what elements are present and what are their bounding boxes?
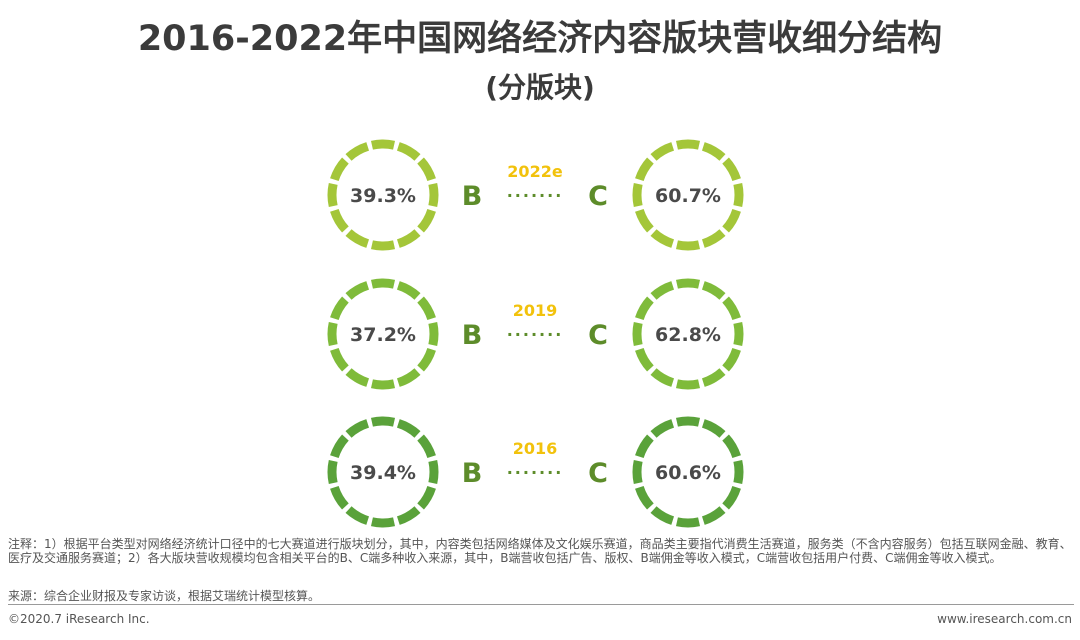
year-label: 2016	[513, 439, 558, 458]
ring-2016-c-segment	[675, 517, 701, 528]
ring-2022e-b-segment	[327, 182, 338, 208]
connector-dots: ·······	[507, 325, 564, 344]
ring-2022e-b-segment	[396, 229, 421, 248]
chart-area: 39.3% 60.7% B C ······· 2022e 37.2% 62.8% B C ····…	[327, 139, 744, 528]
ring-2022e-c-segment	[701, 229, 726, 248]
ring-2016-c-segment	[722, 485, 741, 510]
footer-divider	[8, 604, 1074, 605]
ring-2022e-c-segment	[722, 157, 741, 182]
ring-2019-b-segment	[396, 368, 421, 387]
ring-2019-c-segment	[675, 379, 701, 390]
ring-2016-c-segment	[635, 485, 654, 510]
ring-2022e-c-segment	[632, 182, 643, 208]
ring-2022e-b-segment	[330, 157, 349, 182]
ring-2016-b-segment	[330, 434, 349, 459]
category-label-b: B	[462, 458, 483, 489]
ring-2022e-c-segment	[635, 157, 654, 182]
ring-2016-c-value-label: 60.6%	[655, 462, 721, 484]
ring-2019-b-segment	[327, 321, 338, 347]
ring-2019-c-segment	[632, 321, 643, 347]
ring-2019-c-segment	[675, 278, 701, 289]
ring-2022e-c-segment	[675, 139, 701, 150]
ring-2019-b-segment	[417, 347, 436, 372]
ring-2022e-b-segment	[396, 142, 421, 161]
ring-2019-b-segment	[396, 281, 421, 300]
category-label-b: B	[462, 320, 483, 351]
ring-2016-c-segment	[722, 434, 741, 459]
copyright-text: ©2020.7 iResearch Inc.	[8, 612, 150, 626]
page-subtitle: (分版块)	[485, 71, 595, 104]
connector-dots: ·······	[507, 463, 564, 482]
ring-2022e-c-segment	[650, 229, 675, 248]
ring-2022e-c-segment	[635, 208, 654, 233]
ring-2022e-b-segment	[417, 157, 436, 182]
ring-2022e-b-value-label: 39.3%	[350, 185, 416, 207]
ring-2016-c-segment	[632, 459, 643, 485]
ring-2019-c-segment	[701, 281, 726, 300]
ring-2019-c-segment	[635, 296, 654, 321]
category-label-b: B	[462, 181, 483, 212]
ring-2022e-c-value-label: 60.7%	[655, 185, 721, 207]
ring-2016-b-segment	[370, 416, 396, 427]
year-label: 2022e	[507, 162, 563, 181]
ring-2019-b-segment	[330, 296, 349, 321]
ring-2019-c-segment	[650, 281, 675, 300]
ring-2022e-c-segment	[650, 142, 675, 161]
ring-2016-b-segment	[345, 419, 370, 438]
ring-2016-b-segment	[396, 419, 421, 438]
category-label-c: C	[588, 181, 608, 212]
ring-2016-c-segment	[650, 506, 675, 525]
ring-2019-b-segment	[428, 321, 439, 347]
ring-2019-b-value-label: 37.2%	[350, 324, 416, 346]
ring-2022e-c-segment	[675, 240, 701, 251]
ring-2022e-b-segment	[417, 208, 436, 233]
ring-2019-c-segment	[722, 347, 741, 372]
ring-2016-c-segment	[733, 459, 744, 485]
ring-2019-b-segment	[370, 379, 396, 390]
category-label-c: C	[588, 320, 608, 351]
ring-2016-b-segment	[327, 459, 338, 485]
ring-2022e-c-segment	[722, 208, 741, 233]
ring-2019-c-segment	[733, 321, 744, 347]
ring-2022e-b-segment	[330, 208, 349, 233]
ring-2022e-c-segment	[701, 142, 726, 161]
source-note: 来源：综合企业财报及专家访谈，根据艾瑞统计模型核算。	[8, 589, 321, 603]
ring-2022e-c-segment	[733, 182, 744, 208]
footnote: 注释：1）根据平台类型对网络经济统计口径中的七大赛道进行版块划分，其中，内容类包…	[8, 537, 1072, 565]
ring-2016-b-segment	[345, 506, 370, 525]
ring-2016-b-segment	[417, 485, 436, 510]
ring-2019-b-segment	[345, 281, 370, 300]
ring-2022e-b-segment	[345, 229, 370, 248]
ring-2016-c-segment	[650, 419, 675, 438]
ring-2022e-b-segment	[345, 142, 370, 161]
ring-2022e-b-segment	[370, 139, 396, 150]
ring-2019-c-segment	[701, 368, 726, 387]
ring-2019-c-segment	[650, 368, 675, 387]
ring-2016-c-segment	[701, 506, 726, 525]
ring-2016-b-value-label: 39.4%	[350, 462, 416, 484]
ring-2016-b-segment	[330, 485, 349, 510]
ring-2019-c-value-label: 62.8%	[655, 324, 721, 346]
ring-2016-b-segment	[428, 459, 439, 485]
ring-2019-c-segment	[635, 347, 654, 372]
ring-2016-c-segment	[635, 434, 654, 459]
ring-2022e-b-segment	[370, 240, 396, 251]
ring-2016-c-segment	[675, 416, 701, 427]
page-title: 2016-2022年中国网络经济内容版块营收细分结构	[137, 19, 943, 59]
category-label-c: C	[588, 458, 608, 489]
connector-dots: ·······	[507, 186, 564, 205]
year-label: 2019	[513, 301, 558, 320]
ring-2019-b-segment	[370, 278, 396, 289]
website-link[interactable]: www.iresearch.com.cn	[937, 612, 1072, 626]
ring-2019-c-segment	[722, 296, 741, 321]
ring-2019-b-segment	[345, 368, 370, 387]
ring-2019-b-segment	[330, 347, 349, 372]
ring-2022e-b-segment	[428, 182, 439, 208]
ring-2016-b-segment	[370, 517, 396, 528]
ring-2019-b-segment	[417, 296, 436, 321]
ring-2016-b-segment	[417, 434, 436, 459]
ring-2016-c-segment	[701, 419, 726, 438]
ring-2016-b-segment	[396, 506, 421, 525]
